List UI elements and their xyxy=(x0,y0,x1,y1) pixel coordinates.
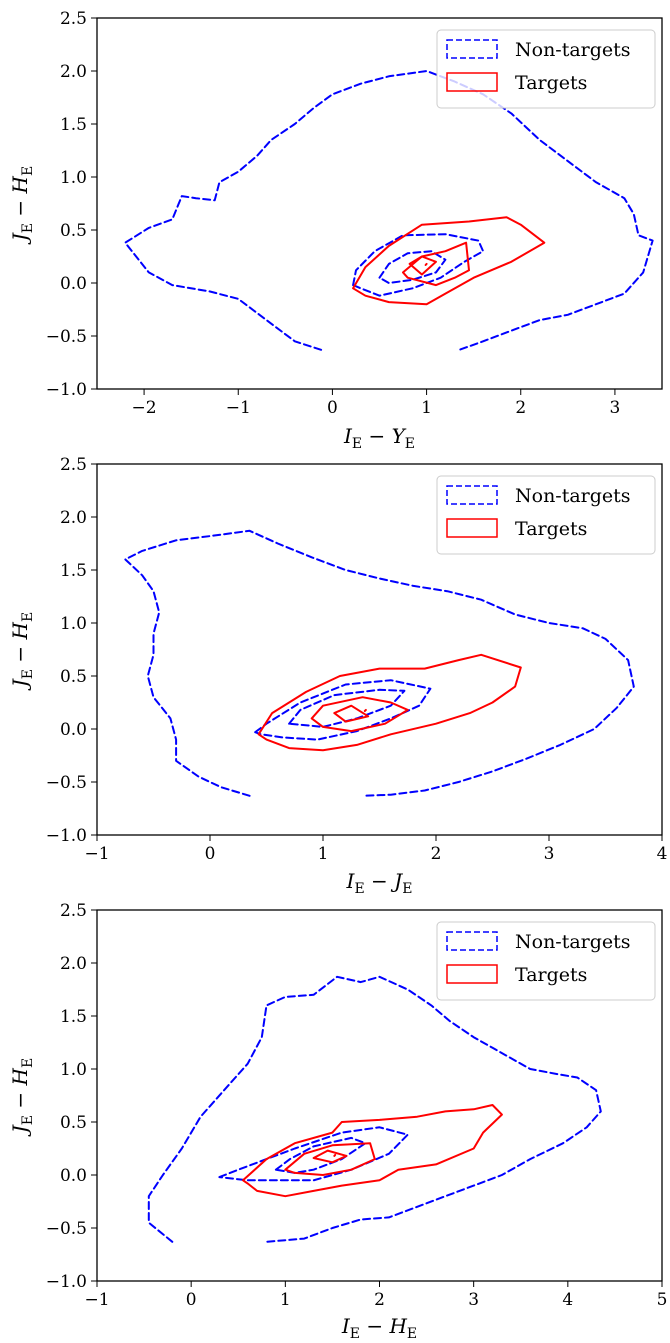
y-tick-label: 2.0 xyxy=(60,508,87,528)
targets-contour xyxy=(352,216,546,306)
x-tick-label: 3 xyxy=(544,844,555,864)
targets-contour xyxy=(242,1104,503,1198)
non-targets-contour xyxy=(124,529,635,797)
targets-contour xyxy=(408,255,437,276)
x-tick-label: −1 xyxy=(226,398,251,418)
x-tick-label: −1 xyxy=(84,844,109,864)
y-tick-label: 2.5 xyxy=(60,901,87,921)
x-tick-label: 3 xyxy=(610,398,621,418)
plot-area xyxy=(124,70,654,351)
x-axis-label: IE − JE xyxy=(346,869,413,897)
targets-contour xyxy=(333,704,370,723)
targets-contour xyxy=(284,1142,376,1176)
targets-contour xyxy=(424,262,428,266)
plot-area xyxy=(124,529,635,797)
targets-contour xyxy=(310,696,409,733)
legend-handle-non-targets xyxy=(446,39,498,59)
y-tick-label: 1.5 xyxy=(60,561,87,581)
y-tick-label: 1.0 xyxy=(60,168,87,188)
plot-area xyxy=(147,975,602,1243)
x-axis-label: IE − YE xyxy=(343,424,415,452)
legend-label-targets: Targets xyxy=(515,72,587,94)
non-targets-contour xyxy=(254,679,432,741)
legend-label-non-targets: Non-targets xyxy=(515,39,631,61)
non-targets-contour xyxy=(352,233,485,297)
y-tick-label: 2.0 xyxy=(60,954,87,974)
y-tick-label: −1.0 xyxy=(46,826,87,846)
legend-box xyxy=(436,29,656,109)
legend-handle-targets xyxy=(446,964,498,984)
non-targets-contour xyxy=(288,688,406,728)
chart-panel-1: −2 −1 0 1 2 3 −1.0 −0.5 0.0 0.5 1.0 1.5 2.0 2.5 IE − Y… xyxy=(8,9,663,452)
y-tick-label: 0.0 xyxy=(60,1166,87,1186)
targets-contour xyxy=(312,1149,348,1164)
x-tick-label: 2 xyxy=(515,398,526,418)
y-axis-label: JE − HE xyxy=(8,166,36,245)
legend-box xyxy=(436,921,656,1001)
legend-box xyxy=(436,475,656,555)
non-targets-contour xyxy=(218,1126,409,1182)
legend: Non-targets Targets xyxy=(436,921,656,1001)
y-tick-label: 0.5 xyxy=(60,667,87,687)
non-targets-contour xyxy=(378,250,447,284)
targets-contour xyxy=(402,241,470,287)
axes-frame xyxy=(96,463,663,836)
x-tick-label: 1 xyxy=(280,1290,291,1310)
legend-label-non-targets: Non-targets xyxy=(515,485,631,507)
legend-handle-targets xyxy=(446,518,498,538)
y-tick-label: 0.5 xyxy=(60,221,87,241)
y-tick-label: −0.5 xyxy=(46,1219,87,1239)
y-axis-label: JE − HE xyxy=(8,1058,36,1137)
y-tick-label: 1.5 xyxy=(60,1007,87,1027)
targets-contour xyxy=(363,708,367,712)
non-targets-contour xyxy=(124,70,654,351)
chart-panel-2: −1 0 1 2 3 4 −1.0 −0.5 0.0 0.5 1.0 1.5 2.0 2.5 IE − JE… xyxy=(8,455,667,897)
x-tick-label: 0 xyxy=(186,1290,197,1310)
chart-panel-3: −1 0 1 2 3 4 5 −1.0 −0.5 0.0 0.5 1.0 1.5 2.0 2.5 IE − H… xyxy=(8,901,667,1342)
y-axis-label: JE − HE xyxy=(8,612,36,691)
y-tick-label: −0.5 xyxy=(46,327,87,347)
legend-handle-non-targets xyxy=(446,485,498,505)
legend-label-non-targets: Non-targets xyxy=(515,931,631,953)
y-tick-label: 2.5 xyxy=(60,455,87,475)
y-tick-label: −1.0 xyxy=(46,1272,87,1292)
legend: Non-targets Targets xyxy=(436,29,656,109)
legend-label-targets: Targets xyxy=(515,964,587,986)
x-tick-label: 4 xyxy=(562,1290,573,1310)
x-tick-label: 5 xyxy=(657,1290,668,1310)
y-tick-label: 0.5 xyxy=(60,1113,87,1133)
x-tick-label: 1 xyxy=(421,398,432,418)
x-tick-label: −1 xyxy=(84,1290,109,1310)
x-tick-label: 2 xyxy=(431,844,442,864)
x-tick-label: 4 xyxy=(657,844,668,864)
y-tick-label: 1.0 xyxy=(60,614,87,634)
legend: Non-targets Targets xyxy=(436,475,656,555)
legend-handle-targets xyxy=(446,72,498,92)
y-tick-label: 0.0 xyxy=(60,720,87,740)
y-tick-label: 1.0 xyxy=(60,1060,87,1080)
y-tick-label: −1.0 xyxy=(46,380,87,400)
y-tick-label: −0.5 xyxy=(46,773,87,793)
targets-contour xyxy=(333,1153,337,1157)
x-tick-label: −2 xyxy=(132,398,157,418)
targets-contour xyxy=(257,653,522,752)
axes-frame xyxy=(96,17,663,390)
x-axis-label: IE − HE xyxy=(341,1314,417,1342)
x-tick-label: 0 xyxy=(205,844,216,864)
x-tick-label: 1 xyxy=(318,844,329,864)
y-tick-label: 2.5 xyxy=(60,9,87,29)
x-tick-label: 0 xyxy=(327,398,338,418)
legend-label-targets: Targets xyxy=(515,518,587,540)
y-tick-label: 2.0 xyxy=(60,62,87,82)
y-tick-label: 0.0 xyxy=(60,274,87,294)
non-targets-contour xyxy=(147,975,602,1243)
x-tick-label: 3 xyxy=(468,1290,479,1310)
y-tick-label: 1.5 xyxy=(60,115,87,135)
x-tick-label: 2 xyxy=(374,1290,385,1310)
legend-handle-non-targets xyxy=(446,931,498,951)
